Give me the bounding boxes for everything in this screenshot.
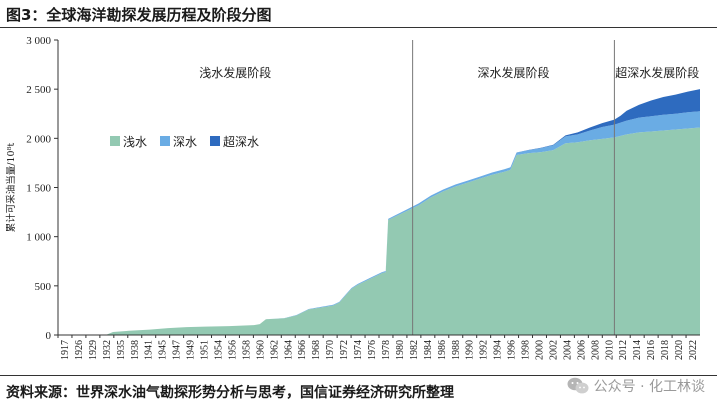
x-tick-label: 1996 [507, 340, 518, 360]
x-tick-label: 2018 [660, 340, 671, 360]
x-tick-label: 2012 [618, 340, 629, 360]
phase-dividers [412, 40, 615, 335]
y-axis-label: 累计可采油当量/10⁸t [5, 143, 17, 233]
x-tick-label: 1964 [283, 340, 294, 360]
x-tick-label: 1968 [311, 340, 322, 360]
x-tick-label: 1947 [172, 340, 183, 360]
x-tick-label: 1984 [423, 340, 434, 360]
source-note: 资料来源：世界深水油气勘探形势分析与思考，国信证券经济研究所整理 [6, 385, 454, 401]
x-tick-label: 1956 [227, 340, 238, 360]
phase-label: 深水发展阶段 [478, 65, 550, 80]
x-tick-label: 1926 [74, 340, 85, 360]
x-tick-label: 1954 [214, 340, 225, 360]
y-tick-label: 2 000 [26, 133, 51, 145]
phase-labels: 浅水发展阶段 深水发展阶段 超深水发展阶段 [199, 65, 699, 80]
x-tick-label: 1929 [88, 340, 99, 360]
x-tick-label: 1982 [409, 340, 420, 360]
x-tick-label: 1962 [269, 340, 280, 360]
x-tick-label: 1998 [521, 340, 532, 360]
x-tick-label: 1994 [493, 340, 504, 360]
series-areas [58, 89, 700, 336]
area-超深水 [58, 89, 700, 335]
x-tick-label: 2016 [646, 340, 657, 360]
phase-label: 浅水发展阶段 [199, 65, 271, 80]
figure-title: 图3：全球海洋勘探发展历程及阶段分图 [6, 6, 272, 24]
phase-label: 超深水发展阶段 [615, 65, 699, 80]
x-tick-label: 1972 [339, 340, 350, 360]
x-tick-label: 1945 [158, 340, 169, 360]
legend-swatch [210, 136, 220, 146]
x-tick-label: 1935 [116, 340, 127, 360]
x-tick-label: 1951 [200, 340, 211, 360]
y-tick-label: 0 [46, 330, 52, 342]
x-tick-label: 2010 [604, 340, 615, 360]
y-tick-label: 500 [35, 281, 52, 293]
legend-swatch [160, 136, 170, 146]
y-tick-label: 1 000 [26, 232, 51, 244]
x-tick-label: 1966 [297, 340, 308, 360]
wechat-icon [567, 377, 589, 394]
x-tick-label: 2014 [632, 340, 643, 360]
legend-label: 深水 [173, 135, 197, 149]
x-tick-label: 1988 [451, 340, 462, 360]
x-axis-ticks: 1917 1926 1929 1932 1935 1938 1941 1945 1947 1949… [57, 335, 699, 360]
y-axis-ticks: 0 500 1 000 1 500 2 000 2 500 3 000 [26, 35, 58, 342]
x-tick-label: 1941 [144, 340, 155, 360]
y-tick-label: 3 000 [26, 35, 51, 47]
area-浅水 [58, 127, 700, 336]
source-rule [0, 375, 717, 376]
x-tick-label: 1960 [255, 340, 266, 360]
x-tick-label: 1978 [381, 340, 392, 360]
x-tick-label: 1917 [60, 340, 71, 360]
title-rule [0, 27, 717, 28]
x-tick-label: 1976 [367, 340, 378, 360]
x-tick-label: 2000 [535, 340, 546, 360]
x-tick-label: 1932 [102, 340, 113, 360]
legend-swatch [110, 136, 120, 146]
x-tick-label: 1986 [437, 340, 448, 360]
x-tick-label: 1992 [479, 340, 490, 360]
watermark-text: 公众号 · 化工林谈 [593, 379, 705, 395]
x-tick-label: 1990 [465, 340, 476, 360]
x-tick-label: 1970 [325, 340, 336, 360]
legend: 浅水 深水 超深水 [110, 134, 259, 149]
x-tick-label: 1958 [241, 340, 252, 360]
x-tick-label: 2020 [674, 340, 685, 360]
legend-label: 浅水 [123, 135, 147, 149]
x-tick-label: 2008 [590, 340, 601, 360]
x-tick-label: 1949 [186, 340, 197, 360]
x-tick-label: 2004 [562, 340, 573, 360]
x-tick-label: 2002 [548, 340, 559, 360]
watermark: 公众号 · 化工林谈 [567, 376, 705, 396]
x-tick-label: 1980 [395, 340, 406, 360]
x-tick-label: 1974 [353, 340, 364, 360]
y-tick-label: 1 500 [26, 183, 51, 195]
x-tick-label: 2006 [576, 340, 587, 360]
x-tick-label: 2022 [688, 340, 699, 360]
legend-label: 超深水 [223, 134, 259, 149]
y-tick-label: 2 500 [26, 84, 51, 96]
x-tick-label: 1938 [130, 340, 141, 360]
